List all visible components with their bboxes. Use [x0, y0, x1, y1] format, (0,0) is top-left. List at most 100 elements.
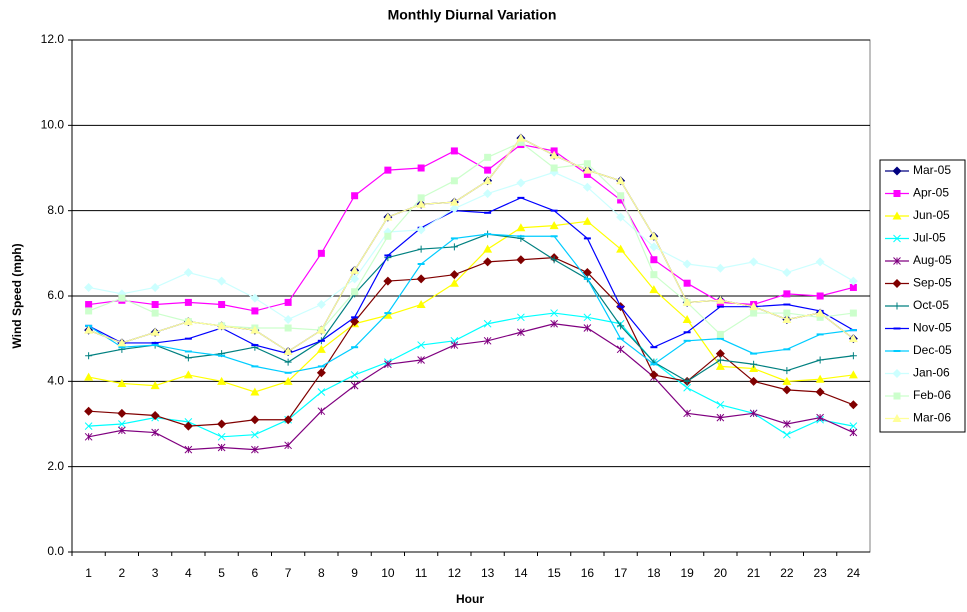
- y-tick-label: 8.0: [47, 203, 64, 217]
- marker: [384, 360, 392, 369]
- chart-title: Monthly Diurnal Variation: [388, 7, 557, 23]
- marker: [118, 294, 126, 302]
- x-tick-label: 1: [85, 566, 92, 580]
- legend-marker: [893, 257, 901, 265]
- marker: [483, 189, 493, 199]
- marker: [449, 197, 459, 206]
- marker: [715, 349, 725, 359]
- marker: [750, 360, 758, 368]
- marker: [84, 372, 94, 381]
- marker: [749, 257, 759, 267]
- marker: [849, 309, 857, 317]
- marker: [85, 301, 93, 309]
- marker: [617, 322, 625, 330]
- x-tick-label: 6: [252, 566, 259, 580]
- marker: [516, 255, 526, 265]
- y-tick-label: 0.0: [47, 544, 64, 558]
- marker: [450, 177, 458, 185]
- marker: [782, 385, 792, 395]
- legend-label: Mar-06: [913, 411, 951, 425]
- marker: [218, 301, 226, 309]
- marker: [450, 243, 458, 251]
- marker: [317, 388, 326, 396]
- marker: [417, 356, 425, 364]
- marker: [85, 352, 93, 360]
- marker: [484, 166, 492, 174]
- legend-label: Apr-05: [913, 186, 949, 200]
- marker: [184, 354, 192, 362]
- marker: [783, 367, 791, 375]
- marker: [583, 160, 591, 168]
- marker: [550, 256, 558, 264]
- marker: [849, 422, 858, 430]
- marker: [483, 176, 493, 185]
- marker: [816, 413, 824, 422]
- x-tick-label: 23: [813, 566, 827, 580]
- marker: [815, 387, 825, 397]
- legend-marker: [892, 279, 902, 288]
- marker: [750, 309, 758, 317]
- x-tick-label: 10: [381, 566, 395, 580]
- marker: [649, 231, 659, 240]
- marker: [417, 194, 425, 202]
- marker: [84, 282, 94, 292]
- marker: [517, 138, 525, 146]
- marker: [550, 319, 558, 328]
- marker: [650, 256, 658, 264]
- marker: [117, 338, 127, 347]
- marker: [550, 309, 558, 317]
- legend-label: Nov-05: [913, 321, 952, 335]
- marker: [582, 165, 592, 174]
- legend-label: Jan-06: [913, 366, 950, 380]
- marker: [383, 310, 393, 319]
- marker: [384, 232, 392, 240]
- marker: [150, 381, 160, 390]
- marker: [749, 364, 759, 373]
- marker: [683, 377, 691, 385]
- marker: [184, 298, 192, 306]
- marker: [84, 432, 93, 441]
- legend-marker: [893, 392, 901, 400]
- marker: [849, 283, 857, 291]
- marker: [449, 270, 459, 280]
- marker: [317, 249, 325, 257]
- marker: [682, 259, 692, 269]
- marker: [783, 290, 791, 298]
- x-tick-label: 8: [318, 566, 325, 580]
- series-line: [88, 143, 854, 312]
- x-tick-label: 13: [481, 566, 495, 580]
- marker: [483, 336, 492, 345]
- x-tick-label: 20: [714, 566, 728, 580]
- y-tick-label: 6.0: [47, 288, 64, 302]
- legend-marker: [893, 302, 901, 310]
- marker: [351, 192, 359, 200]
- marker: [351, 288, 359, 296]
- marker: [84, 406, 94, 416]
- marker: [782, 314, 792, 323]
- x-tick-label: 22: [780, 566, 794, 580]
- marker: [683, 409, 691, 418]
- marker: [816, 292, 824, 300]
- series-line: [88, 233, 854, 374]
- marker: [217, 321, 227, 330]
- x-tick-label: 16: [581, 566, 595, 580]
- marker: [716, 413, 725, 422]
- marker: [682, 314, 692, 323]
- marker: [683, 279, 691, 287]
- marker: [848, 276, 858, 286]
- marker: [649, 370, 659, 380]
- marker: [316, 300, 326, 310]
- marker: [217, 432, 226, 441]
- marker: [815, 374, 825, 383]
- marker: [417, 245, 425, 253]
- series-line: [88, 312, 854, 438]
- marker: [650, 271, 658, 279]
- legend-label: Jul-05: [913, 231, 946, 245]
- marker: [483, 257, 493, 267]
- marker: [350, 381, 359, 390]
- marker: [749, 376, 759, 386]
- x-tick-label: 2: [119, 566, 126, 580]
- marker: [416, 274, 426, 284]
- marker: [549, 150, 559, 159]
- legend-label: Aug-05: [913, 253, 952, 267]
